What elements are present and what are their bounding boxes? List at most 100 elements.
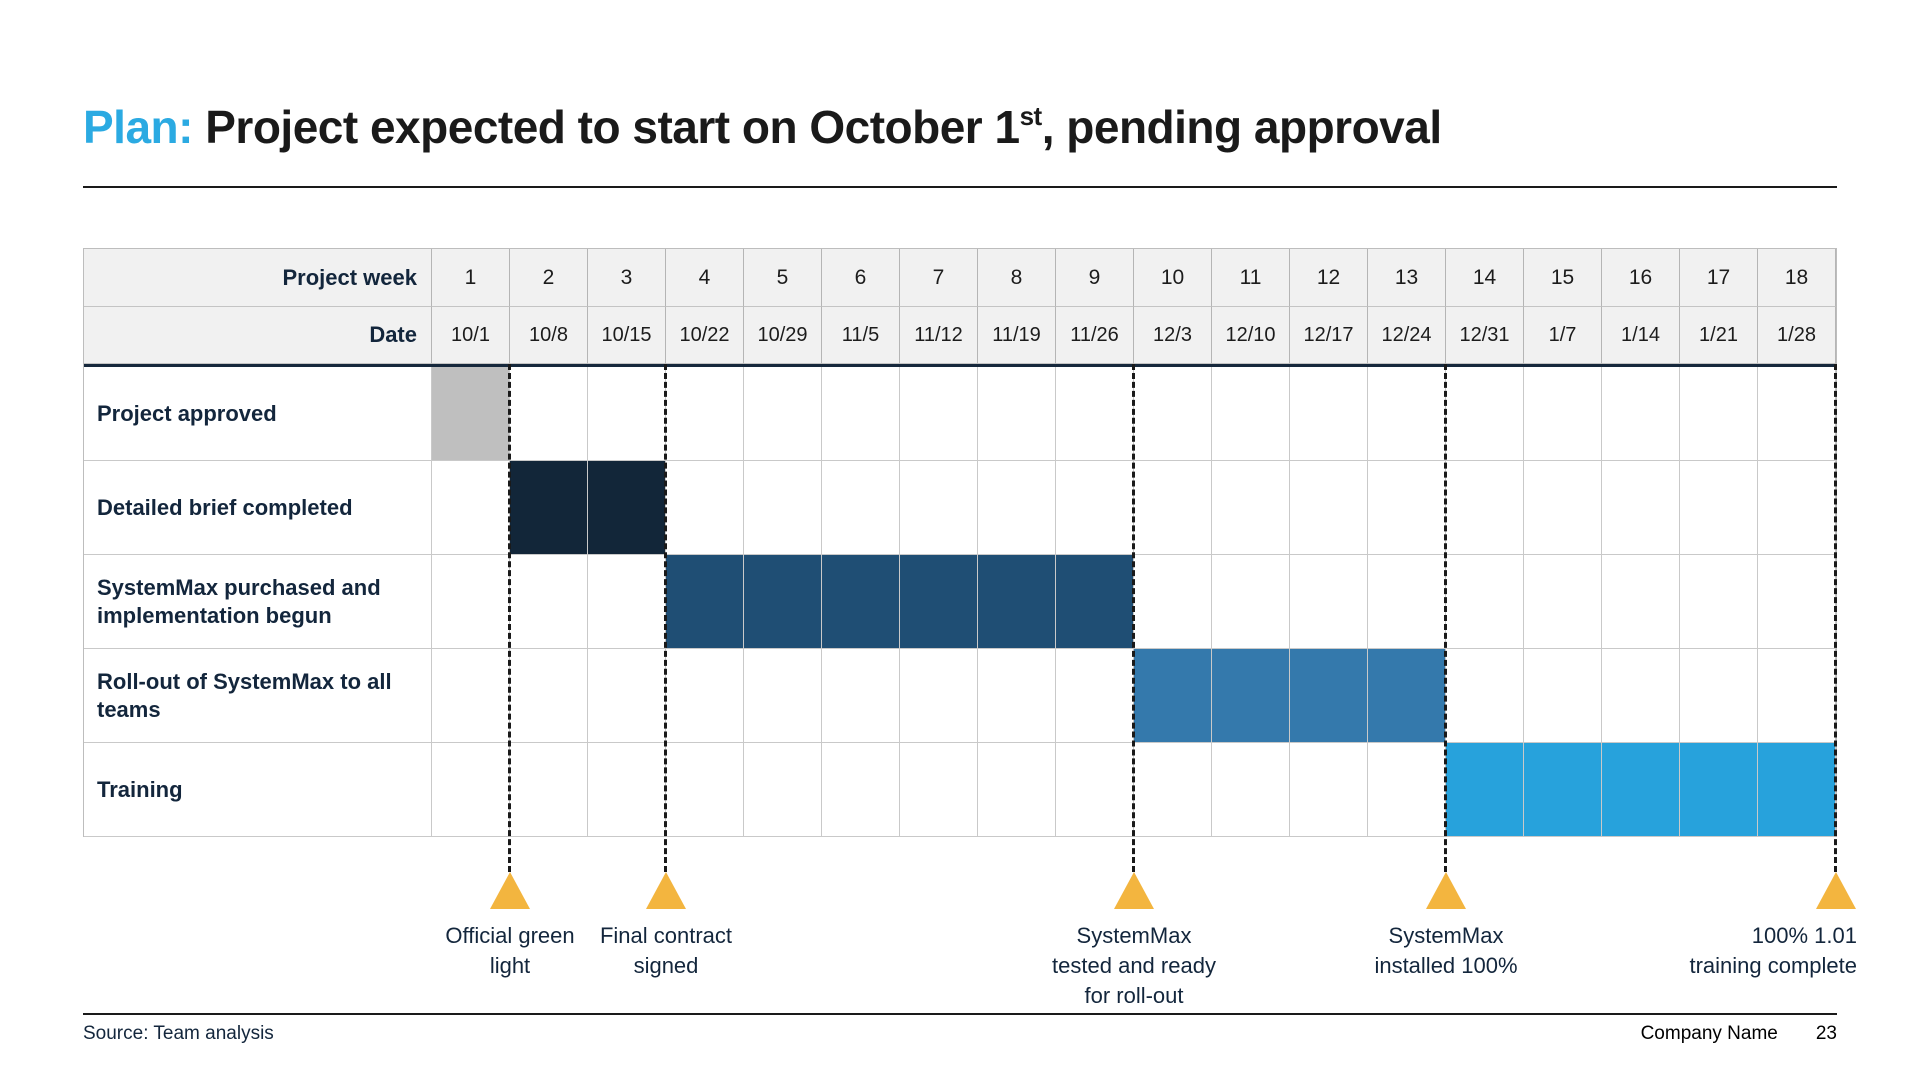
date-cell: 11/26 — [1056, 307, 1134, 364]
gantt-empty-cell — [1290, 367, 1368, 461]
week-cell: 5 — [744, 249, 822, 307]
week-cell: 4 — [666, 249, 744, 307]
gantt-empty-cell — [510, 743, 588, 837]
date-cell: 12/31 — [1446, 307, 1524, 364]
gantt-empty-cell — [1212, 367, 1290, 461]
task-label: Training — [84, 743, 432, 837]
gantt-body: Project approved Detailed brief completed… — [84, 367, 1836, 837]
week-cell: 11 — [1212, 249, 1290, 307]
gantt-empty-cell — [1446, 367, 1524, 461]
gantt-empty-cell — [978, 743, 1056, 837]
milestone-dashed-line — [508, 364, 511, 872]
date-cell: 12/17 — [1290, 307, 1368, 364]
task-row: Detailed brief completed — [84, 461, 1836, 555]
gantt-bar-cell — [1446, 743, 1524, 837]
task-row: Roll-out of SystemMax to all teams — [84, 649, 1836, 743]
task-row: SystemMax purchased and implementation b… — [84, 555, 1836, 649]
gantt-empty-cell — [1602, 649, 1680, 743]
date-cell: 10/8 — [510, 307, 588, 364]
gantt-empty-cell — [900, 367, 978, 461]
task-label: SystemMax purchased and implementation b… — [84, 555, 432, 649]
date-cell: 12/3 — [1134, 307, 1212, 364]
gantt-empty-cell — [900, 649, 978, 743]
gantt-empty-cell — [1134, 461, 1212, 555]
week-cell: 17 — [1680, 249, 1758, 307]
task-row: Training — [84, 743, 1836, 837]
gantt-empty-cell — [1056, 649, 1134, 743]
date-cell: 1/7 — [1524, 307, 1602, 364]
date-cell: 10/1 — [432, 307, 510, 364]
milestone-triangle-icon — [1426, 872, 1466, 909]
gantt-bar-cell — [1212, 649, 1290, 743]
week-cell: 3 — [588, 249, 666, 307]
gantt-empty-cell — [978, 367, 1056, 461]
gantt-empty-cell — [1212, 461, 1290, 555]
gantt-empty-cell — [1446, 649, 1524, 743]
gantt-empty-cell — [900, 461, 978, 555]
gantt-empty-cell — [510, 367, 588, 461]
gantt-empty-cell — [822, 743, 900, 837]
gantt-empty-cell — [1056, 367, 1134, 461]
gantt-empty-cell — [1368, 367, 1446, 461]
gantt-empty-cell — [1368, 743, 1446, 837]
gantt-empty-cell — [1446, 461, 1524, 555]
week-cell: 18 — [1758, 249, 1836, 307]
gantt-empty-cell — [1290, 743, 1368, 837]
gantt-empty-cell — [1368, 461, 1446, 555]
title-superscript: st — [1019, 101, 1043, 131]
week-cell: 10 — [1134, 249, 1212, 307]
week-cell: 8 — [978, 249, 1056, 307]
gantt-empty-cell — [1524, 555, 1602, 649]
gantt-empty-cell — [1056, 461, 1134, 555]
milestone-dashed-line — [664, 364, 667, 872]
gantt-empty-cell — [510, 649, 588, 743]
date-header-row: Date 10/1 10/8 10/15 10/22 10/29 11/5 11/12 11/… — [84, 307, 1836, 364]
gantt-empty-cell — [822, 367, 900, 461]
company-name: Company Name — [1640, 1023, 1778, 1044]
gantt-bar-cell — [1290, 649, 1368, 743]
date-cell: 11/19 — [978, 307, 1056, 364]
gantt-bar-cell — [510, 461, 588, 555]
gantt-bar-cell — [744, 555, 822, 649]
gantt-empty-cell — [822, 649, 900, 743]
gantt-empty-cell — [744, 461, 822, 555]
gantt-empty-cell — [1680, 461, 1758, 555]
page-title: Plan: Project expected to start on Octob… — [83, 100, 1442, 154]
week-cell: 1 — [432, 249, 510, 307]
gantt-bar-cell — [666, 555, 744, 649]
task-label: Detailed brief completed — [84, 461, 432, 555]
gantt-empty-cell — [588, 367, 666, 461]
gantt-bar-cell — [900, 555, 978, 649]
date-cell: 10/22 — [666, 307, 744, 364]
week-cell: 9 — [1056, 249, 1134, 307]
date-cell: 12/10 — [1212, 307, 1290, 364]
week-cell: 14 — [1446, 249, 1524, 307]
gantt-empty-cell — [1212, 555, 1290, 649]
gantt-empty-cell — [588, 649, 666, 743]
gantt-empty-cell — [1680, 649, 1758, 743]
milestone-dashed-line — [1834, 364, 1837, 872]
gantt-empty-cell — [1524, 461, 1602, 555]
header-body-divider — [84, 364, 1836, 367]
gantt-empty-cell — [1758, 461, 1836, 555]
gantt-empty-cell — [900, 743, 978, 837]
task-label: Roll-out of SystemMax to all teams — [84, 649, 432, 743]
gantt-empty-cell — [1758, 555, 1836, 649]
gantt-empty-cell — [1056, 743, 1134, 837]
gantt-empty-cell — [1602, 367, 1680, 461]
source-note: Source: Team analysis — [83, 1023, 274, 1044]
gantt-empty-cell — [744, 367, 822, 461]
milestone-triangle-icon — [1114, 872, 1154, 909]
gantt-bar-cell — [978, 555, 1056, 649]
milestone-dashed-line — [1132, 364, 1135, 872]
title-suffix: , pending approval — [1041, 101, 1442, 153]
gantt-empty-cell — [1368, 555, 1446, 649]
gantt-bar-cell — [1602, 743, 1680, 837]
gantt-bar-cell — [1134, 649, 1212, 743]
gantt-empty-cell — [744, 743, 822, 837]
gantt-empty-cell — [666, 649, 744, 743]
footer-right: Company Name 23 — [1641, 1023, 1837, 1045]
date-header-label: Date — [84, 307, 432, 364]
